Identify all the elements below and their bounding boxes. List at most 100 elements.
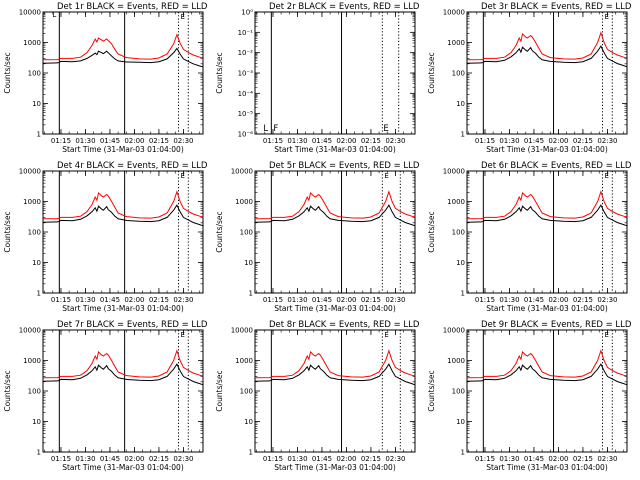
x-tick-label: 01:30	[499, 455, 519, 463]
panel-title: Det 1r BLACK = Events, RED = LLD	[57, 2, 208, 12]
panel-det-2: Det 2r BLACK = Events, RED = LLD 10⁻⁶ 10⁻⁵…	[215, 2, 420, 154]
y-tick-label: 10	[32, 100, 41, 108]
x-tick-label: 01:15	[475, 296, 495, 304]
x-tick-label: 01:15	[51, 455, 71, 463]
y-tick-label: 10	[244, 418, 253, 426]
panel-det-1: Det 1r BLACK = Events, RED = LLD 1 10 100 10…	[3, 2, 208, 154]
x-tick-label: 02:00	[336, 296, 356, 304]
y-tick-label: 10⁻³	[238, 70, 254, 78]
y-tick-label: 1	[37, 290, 41, 298]
x-tick-label: 01:45	[524, 296, 544, 304]
y-tick-label: 100	[28, 70, 41, 78]
panel-det-6: Det 6r BLACK = Events, RED = LLD 1 10 100 10…	[427, 161, 632, 313]
y-tick-label: 10000	[231, 168, 253, 176]
x-axis-label: Start Time (31-Mar-03 01:04:00)	[62, 463, 184, 472]
annotation-label: L	[263, 124, 268, 134]
y-tick-label: 10⁻⁶	[238, 131, 254, 139]
x-tick-label: 01:45	[312, 296, 332, 304]
y-tick-label: 10000	[19, 9, 41, 17]
x-tick-label: 01:45	[312, 137, 332, 145]
y-tick-label: 100	[452, 70, 465, 78]
x-tick-label: 01:15	[263, 137, 283, 145]
y-tick-label: 10000	[443, 327, 465, 335]
y-tick-label: 10000	[231, 327, 253, 335]
series-line-events	[466, 363, 628, 386]
x-axis-label: Start Time (31-Mar-03 01:04:00)	[62, 145, 184, 154]
y-tick-label: 10⁰	[241, 9, 253, 17]
annotation-label: E	[181, 172, 185, 180]
x-tick-label: 02:30	[173, 455, 193, 463]
y-tick-label: 10⁻⁴	[238, 90, 254, 98]
y-tick-label: 1000	[447, 198, 465, 206]
annotation-label: E	[605, 13, 609, 21]
y-axis-label: Counts/sec	[3, 370, 12, 411]
x-tick-label: 01:15	[263, 455, 283, 463]
annotation-label: E	[605, 331, 609, 339]
x-tick-label: 02:30	[597, 137, 617, 145]
series-line-events	[42, 363, 204, 386]
y-axis-label: Counts/sec	[427, 52, 436, 93]
x-tick-label: 01:15	[51, 296, 71, 304]
x-tick-label: 02:00	[124, 296, 144, 304]
x-tick-label: 02:30	[173, 137, 193, 145]
x-tick-label: 01:15	[263, 296, 283, 304]
y-tick-label: 100	[452, 229, 465, 237]
panel-title: Det 3r BLACK = Events, RED = LLD	[481, 2, 632, 12]
x-tick-label: 02:30	[385, 455, 405, 463]
y-tick-label: 100	[28, 388, 41, 396]
x-axis-label: Start Time (31-Mar-03 01:04:00)	[486, 145, 608, 154]
x-tick-label: 02:30	[385, 137, 405, 145]
panel-det-5: Det 5r BLACK = Events, RED = LLD 1 10 100 10…	[215, 161, 420, 313]
panel-title: Det 7r BLACK = Events, RED = LLD	[57, 320, 208, 330]
annotation-label: F	[273, 124, 278, 134]
x-tick-label: 01:30	[75, 296, 95, 304]
annotation-label: E	[181, 13, 185, 21]
panel-det-9: Det 9r BLACK = Events, RED = LLD 1 10 100 10…	[427, 320, 632, 472]
y-tick-label: 1000	[23, 357, 41, 365]
x-axis-label: Start Time (31-Mar-03 01:04:00)	[486, 304, 608, 313]
y-tick-label: 10⁻²	[238, 49, 254, 57]
x-tick-label: 02:15	[573, 455, 593, 463]
panel-det-8: Det 8r BLACK = Events, RED = LLD 1 10 100 10…	[215, 320, 420, 472]
series-line-lld	[254, 190, 416, 220]
x-tick-label: 02:00	[336, 137, 356, 145]
x-tick-label: 02:15	[573, 137, 593, 145]
x-axis-label: Start Time (31-Mar-03 01:04:00)	[274, 145, 396, 154]
x-tick-label: 01:30	[499, 137, 519, 145]
y-tick-label: 10	[456, 418, 465, 426]
y-tick-label: 1000	[23, 39, 41, 47]
y-tick-label: 1000	[447, 357, 465, 365]
y-tick-label: 1000	[235, 357, 253, 365]
y-tick-label: 10000	[443, 9, 465, 17]
panel-det-7: Det 7r BLACK = Events, RED = LLD 1 10 100 10…	[3, 320, 208, 472]
y-tick-label: 10⁻¹	[238, 29, 254, 37]
x-tick-label: 01:45	[524, 137, 544, 145]
x-tick-label: 01:15	[475, 137, 495, 145]
y-axis-label: Counts/sec	[215, 211, 224, 252]
y-tick-label: 1	[37, 131, 41, 139]
y-tick-label: 1	[249, 449, 253, 457]
x-axis-label: Start Time (31-Mar-03 01:04:00)	[274, 463, 396, 472]
series-line-events	[42, 47, 204, 68]
y-axis-label: Counts/sec	[427, 211, 436, 252]
annotation-label: E	[181, 331, 185, 339]
panel-title: Det 6r BLACK = Events, RED = LLD	[481, 161, 632, 171]
x-tick-label: 01:30	[287, 137, 307, 145]
panel-title: Det 4r BLACK = Events, RED = LLD	[57, 161, 208, 171]
x-tick-label: 02:00	[548, 137, 568, 145]
x-tick-label: 02:15	[361, 296, 381, 304]
y-tick-label: 10	[32, 418, 41, 426]
x-tick-label: 01:30	[75, 137, 95, 145]
x-axis-label: Start Time (31-Mar-03 01:04:00)	[486, 463, 608, 472]
x-tick-label: 02:15	[573, 296, 593, 304]
y-tick-label: 10	[456, 100, 465, 108]
y-tick-label: 1	[461, 131, 465, 139]
x-tick-label: 02:15	[361, 455, 381, 463]
series-line-events	[466, 204, 628, 227]
plot-frame	[254, 329, 416, 453]
y-tick-label: 1000	[235, 198, 253, 206]
panel-title: Det 2r BLACK = Events, RED = LLD	[269, 2, 420, 12]
y-tick-label: 100	[240, 388, 253, 396]
x-tick-label: 02:00	[124, 455, 144, 463]
